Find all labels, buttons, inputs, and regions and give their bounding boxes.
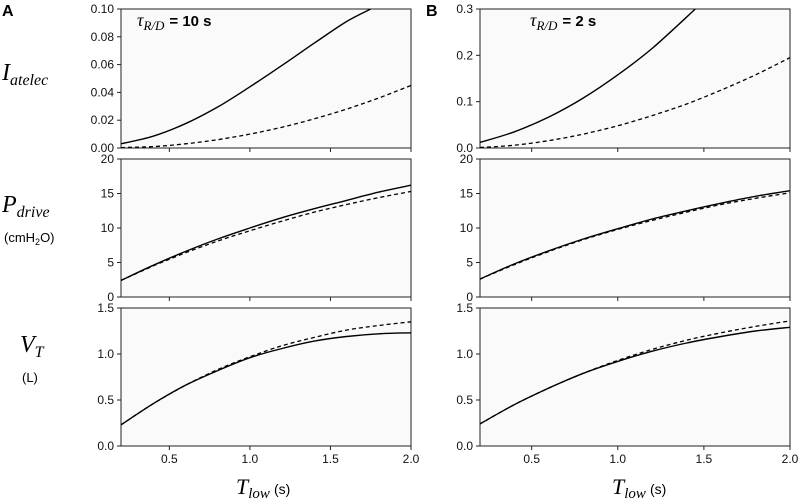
x-tick-label: 2.0: [782, 452, 799, 466]
series-line-dashed: [121, 84, 411, 148]
plot-frame: [479, 158, 791, 298]
x-tick-label: 1.5: [696, 452, 713, 466]
y-tick-label: 0.08: [91, 30, 115, 44]
chart-B-Iatelec: 0.0 0.1 0.2 0.3: [456, 2, 791, 155]
ylabel-iatelec-main: I: [1, 60, 11, 86]
y-tick-label: 0.00: [91, 141, 115, 155]
ylabel-pdrive-sub: drive: [17, 204, 50, 221]
x-tick-label: 0.5: [523, 452, 540, 466]
ylabel-vt: VT (L): [20, 332, 45, 385]
y-tick-label: 1.0: [97, 347, 114, 361]
svg-text:τR/D= 10 s: τR/D = 10 s: [137, 10, 212, 33]
tau-b-symbol: τ: [530, 10, 537, 30]
xlabel-b-main: T: [612, 474, 626, 499]
tau-b-subscript: R/D: [535, 18, 558, 33]
svg-text:Tlow(s): Tlow (s): [236, 474, 290, 502]
ylabel-vt-main: V: [20, 332, 37, 358]
ylabel-pdrive-unit-sub: 2: [35, 237, 40, 247]
ylabel-pdrive-main: P: [1, 192, 17, 218]
plot-frame: [120, 307, 412, 447]
ylabel-pdrive-unit-post: O): [40, 230, 54, 245]
chart-B-VT: 0.0 0.5 1.0 1.5 0.5 1.0 1.5 2.0: [456, 301, 798, 466]
plot-frame: [479, 307, 791, 447]
y-tick-label: 0: [107, 290, 114, 304]
y-tick-label: 0: [466, 290, 473, 304]
tau-a-value: = 10 s: [169, 13, 211, 30]
y-tick-label: 10: [460, 221, 474, 235]
svg-text:Tlow(s): Tlow (s): [612, 474, 666, 502]
ylabel-vt-unit: (L): [22, 370, 38, 385]
xlabel-b-unit: (s): [650, 481, 666, 497]
tau-annotation-b: τR/D = 2 s: [530, 10, 596, 33]
x-tick-label: 1.0: [609, 452, 626, 466]
x-tick-label: 1.5: [322, 452, 339, 466]
y-tick-label: 0.0: [456, 141, 473, 155]
x-tick-label: 0.5: [161, 452, 178, 466]
plot-frame: [120, 8, 412, 149]
chart-A-Pdrive: 0 5 10 15 20: [101, 152, 412, 304]
xlabel-a: Tlow (s): [236, 474, 290, 502]
y-tick-label: 20: [460, 152, 474, 166]
y-tick-label: 0.04: [91, 85, 115, 99]
y-tick-label: 0.1: [456, 95, 473, 109]
y-tick-label: 0.02: [91, 113, 115, 127]
y-tick-label: 0.10: [91, 2, 115, 16]
chart-B-Pdrive: 0 5 10 15 20: [460, 152, 791, 304]
series-line-solid: [480, 190, 790, 280]
svg-text:τR/D= 2 s: τR/D = 2 s: [530, 10, 596, 33]
xlabel-b: Tlow (s): [612, 474, 666, 502]
series-line-dashed: [121, 190, 411, 281]
y-tick-label: 0.3: [456, 2, 473, 16]
series-line-dashed: [121, 321, 411, 426]
y-tick-label: 20: [101, 152, 115, 166]
y-tick-label: 0.5: [456, 393, 473, 407]
panel-letter-a: A: [2, 3, 14, 20]
y-tick-label: 0.5: [97, 393, 114, 407]
y-tick-label: 5: [107, 256, 114, 270]
xlabel-a-main: T: [236, 474, 250, 499]
y-tick-label: 1.0: [456, 347, 473, 361]
series-line-solid: [480, 9, 696, 144]
chart-A-Iatelec: 0.00 0.02 0.04 0.06 0.08 0.10: [91, 2, 412, 155]
svg-text:Pdrive: Pdrive: [1, 192, 50, 221]
y-tick-label: 1.5: [456, 301, 473, 315]
tau-annotation-a: τR/D = 10 s: [137, 10, 212, 33]
series-line-dashed: [480, 192, 790, 280]
tau-a-subscript: R/D: [142, 18, 165, 33]
ylabel-iatelec: Iatelec: [1, 60, 48, 89]
y-tick-label: 0.0: [97, 439, 114, 453]
svg-text:(cmH2O): (cmH2O): [4, 230, 55, 247]
series-line-solid: [121, 9, 372, 145]
y-tick-label: 0.2: [456, 48, 473, 62]
xlabel-a-sub: low: [248, 486, 270, 502]
chart-A-VT: 0.0 0.5 1.0 1.5 0.5 1.0 1.5 2.0: [97, 301, 419, 466]
plot-frame: [120, 158, 412, 298]
tau-a-symbol: τ: [137, 10, 144, 30]
y-tick-label: 1.5: [97, 301, 114, 315]
tau-b-value: = 2 s: [562, 13, 596, 30]
y-tick-label: 15: [101, 187, 115, 201]
y-tick-label: 15: [460, 187, 474, 201]
ylabel-pdrive: Pdrive (cmH2O): [1, 192, 55, 247]
series-line-dashed: [480, 320, 790, 425]
y-tick-label: 5: [466, 256, 473, 270]
xlabel-b-sub: low: [624, 486, 646, 502]
y-tick-label: 10: [101, 221, 115, 235]
x-tick-label: 2.0: [403, 452, 420, 466]
xlabel-a-unit: (s): [274, 481, 290, 497]
panels-layer: 0.000.020.040.060.080.100.00.10.20.30510…: [91, 2, 799, 466]
ylabel-vt-sub: T: [35, 344, 45, 361]
svg-text:VT: VT: [20, 332, 45, 361]
y-tick-label: 0.0: [456, 439, 473, 453]
panel-letter-b: B: [426, 3, 438, 20]
svg-text:Iatelec: Iatelec: [1, 60, 48, 89]
x-tick-label: 1.0: [242, 452, 259, 466]
series-line-solid: [121, 184, 411, 282]
series-line-dashed: [480, 57, 790, 148]
y-tick-label: 0.06: [91, 58, 115, 72]
ylabel-iatelec-sub: atelec: [10, 72, 48, 89]
ylabel-pdrive-unit-pre: (cmH: [4, 230, 35, 245]
